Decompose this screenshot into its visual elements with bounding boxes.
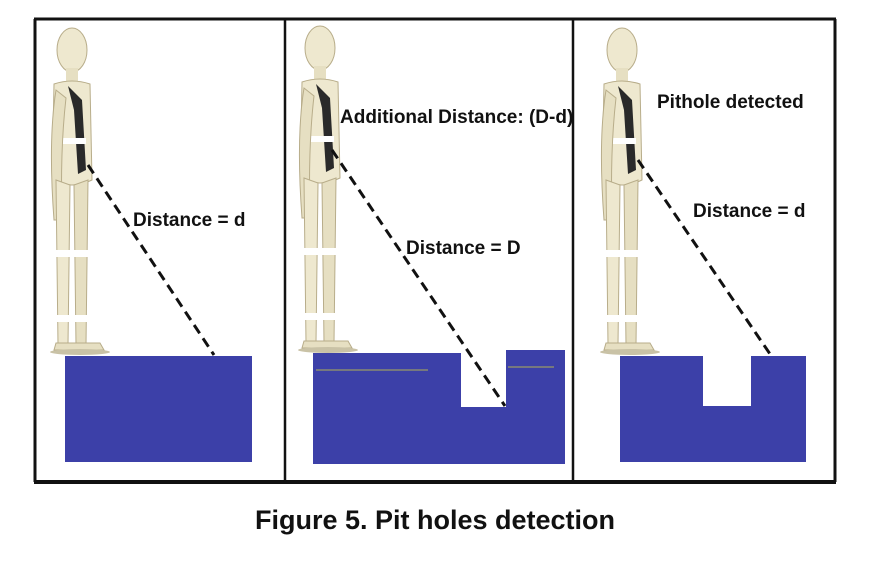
road-surface-with-pit bbox=[620, 356, 806, 462]
panel-frame bbox=[33, 17, 837, 484]
pithole-detected-label: Pithole detected bbox=[657, 92, 804, 113]
distance-ray bbox=[86, 164, 216, 356]
standing-mannequin-icon bbox=[49, 27, 111, 356]
road-surface-with-pit bbox=[313, 350, 565, 464]
additional-distance-label: Additional Distance: (D-d) bbox=[340, 107, 573, 128]
distance-label: Distance = d bbox=[133, 210, 245, 231]
panel-1: Distance = d bbox=[49, 27, 252, 462]
standing-mannequin-icon bbox=[599, 27, 661, 356]
distance-label: Distance = d bbox=[693, 201, 805, 222]
figure-caption: Figure 5. Pit holes detection bbox=[254, 505, 616, 535]
distance-ray bbox=[330, 149, 507, 407]
standing-mannequin-icon bbox=[297, 25, 359, 354]
pit-detection-diagram: Distance = d Additional Distance: (D-d) … bbox=[33, 17, 837, 484]
panel-2: Additional Distance: (D-d) Distance = D bbox=[297, 25, 573, 464]
distance-ray bbox=[636, 159, 772, 355]
road-surface bbox=[65, 356, 252, 462]
panel-3: Pithole detected Distance = d bbox=[599, 27, 806, 462]
distance-label: Distance = D bbox=[406, 238, 521, 259]
